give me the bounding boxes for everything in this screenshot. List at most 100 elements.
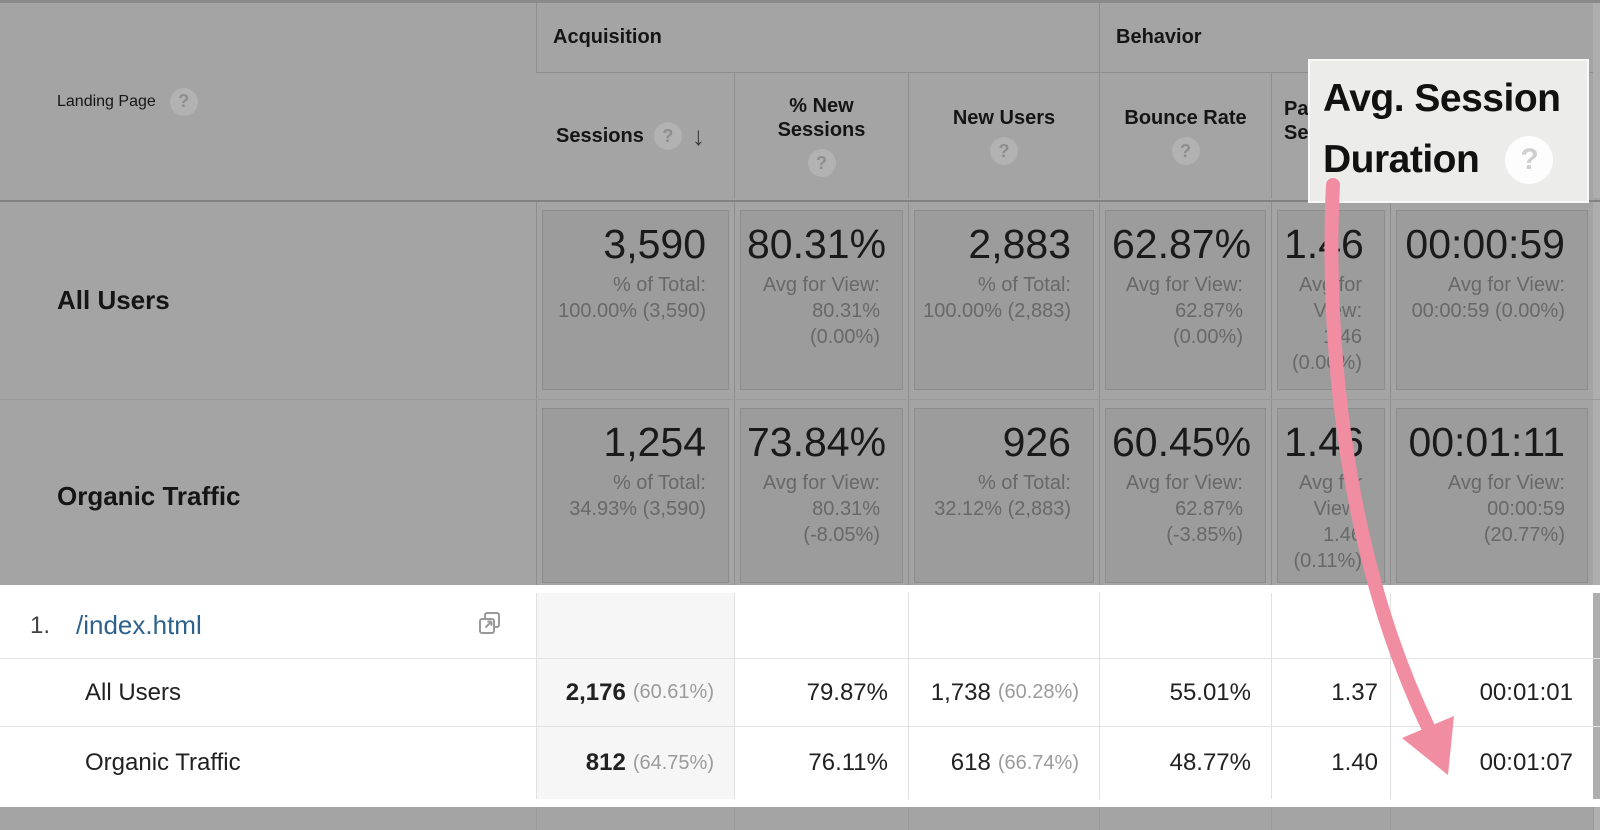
sessions-value: 812: [585, 749, 626, 776]
help-icon[interactable]: ?: [653, 121, 682, 150]
metric-value: 1,254: [603, 419, 706, 465]
metric-value: 60.45%: [1112, 419, 1252, 465]
column-header-new-sessions[interactable]: % New Sessions ?: [734, 73, 908, 198]
landing-page-row: 1. /index.html: [0, 593, 1600, 659]
open-in-new-icon[interactable]: [476, 609, 504, 642]
metric-subtext: Avg for View: 62.87% (0.00%): [1125, 274, 1243, 348]
sessions-value: 2,176: [565, 678, 626, 706]
new-sessions-label: % New Sessions: [777, 95, 866, 141]
column-header-landing-page[interactable]: Landing Page ?: [0, 3, 536, 200]
detail-row-organic-traffic: Organic Traffic 812 (64.75%) 76.11% 618 …: [0, 727, 1600, 799]
sessions-cell: 812 (64.75%): [536, 727, 734, 799]
metric-bounce-rate: 60.45% Avg for View: 62.87% (-3.85%): [1105, 408, 1266, 583]
metric-new-sessions: 80.31% Avg for View: 80.31% (0.00%): [740, 210, 903, 390]
metric-subtext: Avg for View: 80.31% (-8.05%): [762, 472, 880, 546]
new-sessions-value: 79.87%: [806, 678, 888, 706]
summary-row-all-users: All Users 3,590 % of Total: 100.00% (3,5…: [0, 202, 1600, 400]
metric-pages-session: 1.46 Avg for View: 1.46 (0.11%): [1277, 408, 1385, 583]
metric-new-sessions: 73.84% Avg for View: 80.31% (-8.05%): [740, 408, 903, 583]
table-right-edge: [1593, 73, 1600, 198]
table-right-edge: [1593, 799, 1600, 830]
new-users-value: 1,738: [930, 678, 991, 706]
sessions-cell: 2,176 (60.61%): [536, 659, 734, 726]
table-right-edge: [1593, 202, 1600, 399]
metric-new-users: 926 % of Total: 32.12% (2,883): [914, 408, 1094, 583]
new-sessions-value: 76.11%: [808, 749, 888, 776]
column-header-sessions[interactable]: Sessions ? ↓: [536, 73, 734, 198]
metric-subtext: Avg for View: 00:00:59 (0.00%): [1411, 274, 1565, 322]
sessions-percent: (60.61%): [632, 681, 714, 703]
pages-session-value: 1.40: [1331, 749, 1378, 776]
pages-session-value: 1.37: [1331, 678, 1378, 706]
table-header: Landing Page ? Acquisition Behavior Sess…: [0, 3, 1600, 202]
behavior-label: Behavior: [1116, 26, 1202, 48]
metric-pages-session: 1.46 Avg for View: 1.46 (0.00%): [1277, 210, 1385, 390]
table-right-edge: [1593, 3, 1600, 73]
metric-value: 00:00:59: [1405, 221, 1565, 267]
avg-session-duration-cell: 00:01:01: [1390, 659, 1593, 726]
metric-value: 926: [1002, 419, 1071, 465]
pages-session-cell: 1.37: [1271, 659, 1390, 726]
table-right-edge: [1593, 400, 1600, 592]
next-row-dimmed: [0, 799, 1600, 830]
new-users-percent: (66.74%): [997, 751, 1079, 774]
new-users-cell: 1,738 (60.28%): [908, 659, 1099, 726]
help-icon[interactable]: ?: [1505, 136, 1554, 185]
table-right-edge: [1593, 659, 1600, 726]
metric-value: 3,590: [603, 221, 706, 267]
metric-subtext: Avg for View: 1.46 (0.11%): [1293, 472, 1362, 572]
metric-subtext: Avg for View: 80.31% (0.00%): [762, 274, 880, 348]
callout-line-1: Avg. Session: [1323, 76, 1587, 120]
callout-line-2: Duration ?: [1323, 136, 1587, 185]
sessions-label: Sessions: [556, 124, 644, 147]
callout-avg-session-duration: Avg. Session Duration ?: [1310, 61, 1587, 201]
new-users-label: New Users: [952, 107, 1056, 129]
callout-text: Duration: [1323, 138, 1480, 182]
new-users-value: 618: [950, 749, 991, 776]
group-header-acquisition: Acquisition: [536, 3, 1099, 73]
metric-bounce-rate: 62.87% Avg for View: 62.87% (0.00%): [1105, 210, 1266, 390]
row-index: 1.: [30, 611, 51, 639]
callout-text: Avg. Session: [1323, 76, 1561, 120]
sort-descending-icon[interactable]: ↓: [691, 120, 705, 151]
metric-subtext: Avg for View: 1.46 (0.00%): [1291, 274, 1362, 374]
landing-page-label: Landing Page: [57, 92, 156, 110]
new-sessions-cell: 76.11%: [734, 727, 908, 799]
new-sessions-cell: 79.87%: [734, 659, 908, 726]
column-header-bounce-rate[interactable]: Bounce Rate ?: [1099, 73, 1271, 198]
summary-row-organic-traffic: Organic Traffic 1,254 % of Total: 34.93%…: [0, 400, 1600, 593]
avg-session-duration-cell: 00:01:07: [1390, 727, 1593, 799]
metric-value: 1.46: [1284, 419, 1364, 465]
table-right-edge: [1593, 727, 1600, 799]
help-icon[interactable]: ?: [807, 149, 836, 177]
help-icon[interactable]: ?: [169, 87, 198, 116]
metric-subtext: Avg for View: 00:00:59 (20.77%): [1447, 472, 1565, 546]
metric-value: 73.84%: [747, 419, 887, 465]
acquisition-label: Acquisition: [553, 26, 662, 48]
bounce-rate-cell: 55.01%: [1099, 659, 1271, 726]
segment-label: All Users: [57, 285, 170, 315]
bounce-rate-cell: 48.77%: [1099, 727, 1271, 799]
metric-sessions: 1,254 % of Total: 34.93% (3,590): [542, 408, 729, 583]
duration-value: 00:01:01: [1479, 678, 1573, 706]
help-icon[interactable]: ?: [1171, 137, 1200, 165]
metric-subtext: % of Total: 34.93% (3,590): [569, 472, 706, 520]
metric-sessions: 3,590 % of Total: 100.00% (3,590): [542, 210, 729, 390]
pages-session-cell: 1.40: [1271, 727, 1390, 799]
metric-subtext: % of Total: 32.12% (2,883): [934, 472, 1071, 520]
metric-value: 1.46: [1284, 221, 1364, 267]
metric-value: 2,883: [968, 221, 1071, 267]
metric-subtext: Avg for View: 62.87% (-3.85%): [1125, 472, 1243, 546]
help-icon[interactable]: ?: [990, 137, 1018, 165]
metric-subtext: % of Total: 100.00% (2,883): [923, 274, 1071, 322]
sessions-percent: (64.75%): [632, 751, 714, 774]
bounce-rate-value: 55.01%: [1169, 678, 1251, 706]
column-header-new-users[interactable]: New Users ?: [908, 73, 1099, 198]
bounce-rate-label: Bounce Rate: [1124, 107, 1247, 129]
metric-subtext: % of Total: 100.00% (3,590): [558, 274, 706, 322]
landing-page-link[interactable]: /index.html: [76, 610, 202, 640]
segment-label: All Users: [85, 678, 182, 706]
metric-new-users: 2,883 % of Total: 100.00% (2,883): [914, 210, 1094, 390]
metric-value: 00:01:11: [1408, 419, 1565, 465]
